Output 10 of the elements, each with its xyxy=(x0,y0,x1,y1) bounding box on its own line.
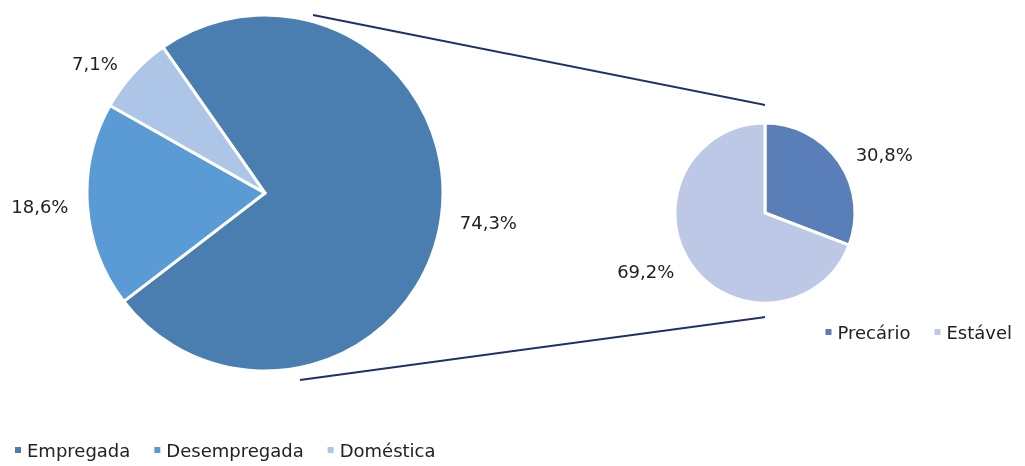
data-label: 30,8% xyxy=(855,143,913,165)
legend-label: Precário xyxy=(837,321,911,343)
legend-label: Empregada xyxy=(27,439,131,461)
legend-label: Doméstica xyxy=(339,439,436,461)
data-label: 18,6% xyxy=(11,196,69,218)
data-label: 69,2% xyxy=(617,261,675,283)
legend-label: Estável xyxy=(946,321,1013,343)
data-label: 74,3% xyxy=(459,211,517,233)
legend-label: Desempregada xyxy=(166,439,304,461)
data-label: 7,1% xyxy=(72,53,118,75)
